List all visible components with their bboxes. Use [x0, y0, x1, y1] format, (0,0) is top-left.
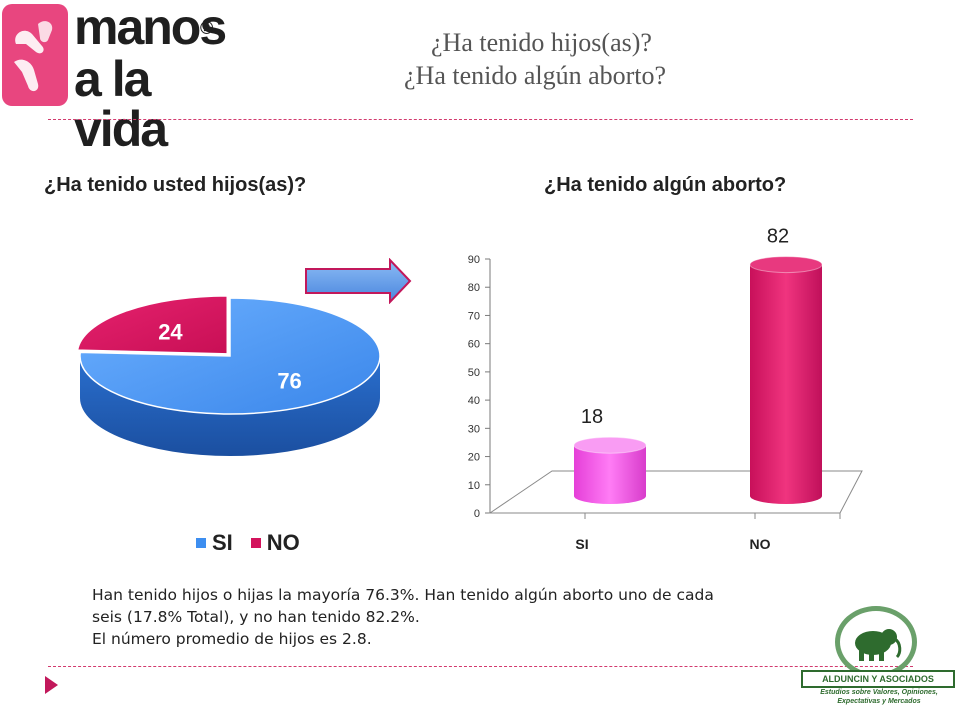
y-tick-label: 20 [468, 452, 480, 464]
y-tick-label: 80 [468, 282, 480, 294]
bar-value-label-no: 82 [767, 226, 789, 248]
y-tick-label: 90 [468, 254, 480, 266]
alduncin-tagline: Estudios sobre Valores, Opiniones, Expec… [820, 689, 938, 705]
registered-mark: ® [200, 18, 214, 38]
legend-label-si: SI [212, 530, 233, 555]
pie-label-no: 24 [158, 319, 183, 344]
legend-swatch-no [250, 538, 261, 548]
slide-title-line1: ¿Ha tenido hijos(as)? [431, 28, 652, 57]
logo-text-line2: a la vida [74, 51, 168, 157]
y-tick-label: 60 [468, 339, 480, 351]
summary-line-1: Han tenido hijos o hijas la mayoría 76.3… [92, 586, 714, 604]
summary-text: Han tenido hijos o hijas la mayoría 76.3… [92, 584, 792, 650]
alduncin-name: ALDUNCIN Y ASOCIADOS [801, 670, 955, 688]
manos-a-la-vida-logo: manos a la vida ® [0, 0, 230, 154]
bar-chart: 0 10 20 30 40 50 60 70 80 90 18 SI 82 NO [468, 226, 863, 552]
x-category-label-si: SI [575, 536, 588, 552]
arrow-right-icon [305, 258, 412, 304]
y-tick-label: 30 [468, 423, 480, 435]
bar-no [750, 264, 822, 504]
legend-swatch-si [196, 538, 206, 548]
top-divider [48, 119, 913, 120]
bar-value-label-si: 18 [581, 406, 603, 428]
bar-top-si [573, 436, 647, 454]
bar-si [574, 445, 646, 504]
bullet-arrow-icon [45, 676, 58, 694]
x-category-label-no: NO [750, 536, 771, 552]
bottom-divider [48, 666, 913, 667]
legend-label-no: NO [266, 530, 300, 555]
pie-legend: SI NO [196, 530, 318, 556]
pie-label-si: 76 [277, 369, 301, 394]
summary-line-2: seis (17.8% Total), y no han tenido 82.2… [92, 608, 420, 626]
slide-title-line2: ¿Ha tenido algún aborto? [404, 61, 667, 90]
pie-slice-si-side [80, 356, 380, 456]
y-tick-label: 70 [468, 310, 480, 322]
pie-chart-title: ¿Ha tenido usted hijos(as)? [44, 174, 307, 196]
pie-slice-no [76, 295, 229, 355]
bar-chart-title: ¿Ha tenido algún aborto? [544, 174, 787, 196]
pie-slice-si [79, 297, 381, 415]
hands-logo-icon [2, 4, 68, 106]
summary-line-3: El número promedio de hijos es 2.8. [92, 630, 372, 648]
alduncin-logo: ALDUNCIN Y ASOCIADOS Estudios sobre Valo… [795, 600, 960, 708]
y-tick-label: 10 [468, 480, 480, 492]
y-tick-label: 50 [468, 367, 480, 379]
elephant-emblem-icon [835, 606, 917, 678]
bar-top-no [749, 256, 823, 274]
y-tick-label: 0 [474, 508, 480, 520]
logo-text-line1: manos [74, 0, 227, 55]
legend-item-si: SI [196, 530, 233, 556]
pie-chart: 76 24 [76, 295, 381, 456]
legend-item-no: NO [250, 530, 300, 556]
y-tick-label: 40 [468, 395, 480, 407]
